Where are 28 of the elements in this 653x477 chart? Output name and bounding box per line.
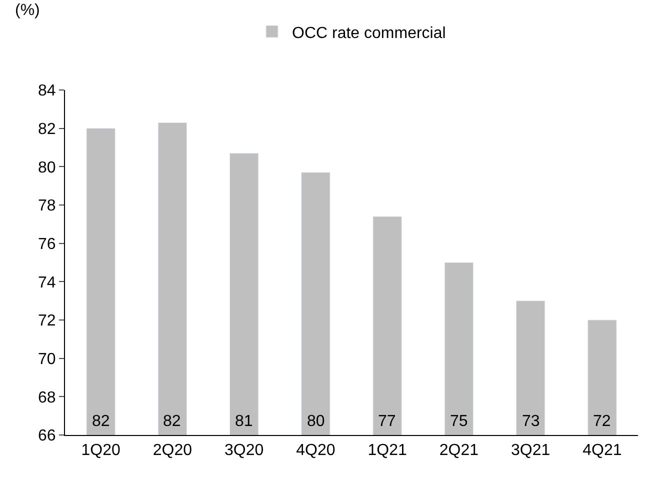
data-label: 75 — [450, 413, 468, 430]
x-tick-label: 2Q20 — [152, 442, 192, 460]
x-tick-label: 3Q21 — [510, 442, 550, 460]
x-tick-label: 1Q21 — [368, 442, 407, 460]
data-label: 73 — [522, 413, 540, 430]
x-tick-label: 1Q20 — [81, 442, 120, 460]
y-tick-label: 82 — [38, 120, 56, 138]
x-tick-label: 3Q20 — [224, 442, 264, 460]
y-tick-label: 72 — [38, 312, 56, 330]
y-tick-label: 84 — [38, 82, 56, 100]
y-tick-label: 68 — [38, 389, 56, 406]
data-label: 72 — [593, 413, 611, 430]
data-label: 82 — [163, 413, 181, 430]
data-label: 81 — [235, 413, 253, 430]
y-tick-label: 76 — [38, 236, 56, 253]
x-tick-label: 2Q21 — [439, 442, 479, 460]
y-tick-label: 74 — [38, 274, 56, 292]
x-tick-label: 4Q20 — [296, 442, 336, 460]
data-label: 82 — [92, 413, 110, 430]
data-label: 80 — [307, 413, 325, 430]
legend-label: OCC rate commercial — [292, 24, 446, 42]
data-label: 77 — [378, 413, 396, 430]
y-tick-label: 78 — [38, 198, 56, 215]
y-axis-title: (%) — [15, 2, 40, 19]
y-tick-label: 66 — [38, 428, 56, 445]
y-tick-label: 80 — [38, 159, 56, 176]
y-tick-label: 70 — [38, 350, 56, 368]
x-tick-label: 4Q21 — [582, 442, 622, 460]
